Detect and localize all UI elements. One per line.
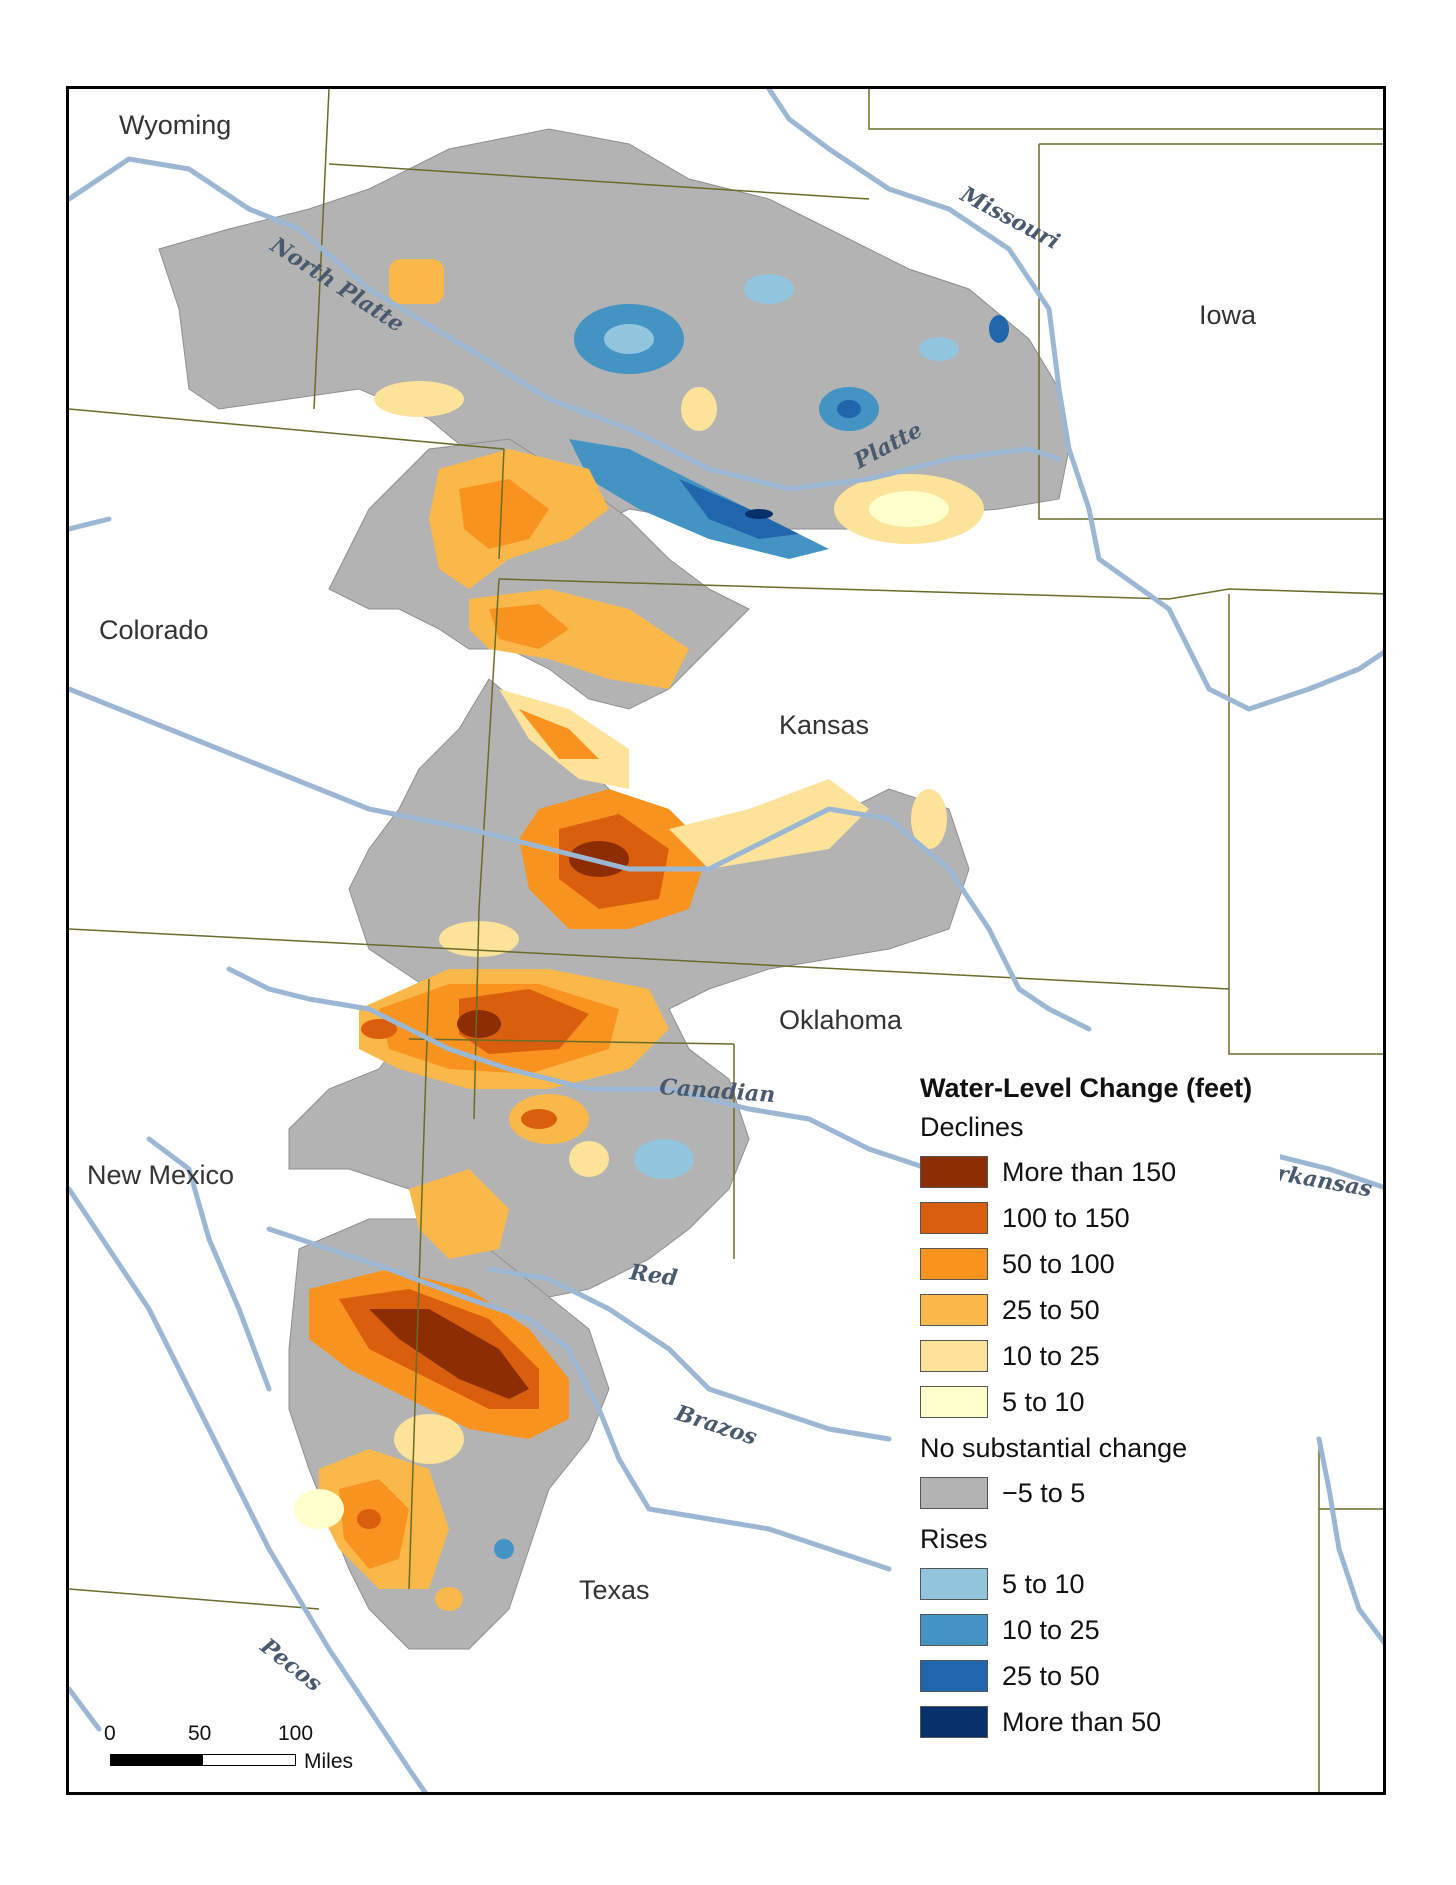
legend-swatch [920, 1202, 988, 1234]
legend-swatch [920, 1386, 988, 1418]
legend-row-rises-3: More than 50 [920, 1699, 1280, 1745]
legend-swatch [920, 1248, 988, 1280]
river-label-brazos: Brazos [671, 1400, 760, 1451]
scale-tick-label: 100 [278, 1722, 314, 1745]
decline-areas [294, 259, 984, 1611]
legend-label: 10 to 25 [1002, 1614, 1100, 1645]
state-label-iowa: Iowa [1199, 300, 1257, 330]
scale-bar: 0 50 100 Miles [100, 1722, 360, 1782]
legend-label: 10 to 25 [1002, 1340, 1100, 1371]
legend-row-declines-0: More than 150 [920, 1149, 1280, 1195]
state-label-wyoming: Wyoming [119, 110, 231, 140]
legend-swatch [920, 1340, 988, 1372]
scale-bar-segment-black [110, 1754, 204, 1766]
legend-row-declines-5: 5 to 10 [920, 1379, 1280, 1425]
legend-row-no-change: −5 to 5 [920, 1470, 1280, 1516]
state-label-kansas: Kansas [779, 710, 869, 740]
state-label-new-mexico: New Mexico [87, 1160, 234, 1190]
legend-title: Water-Level Change (feet) [920, 1073, 1253, 1103]
legend-swatch [920, 1294, 988, 1326]
state-borders [69, 89, 1383, 1792]
scale-tick-label: 0 [104, 1722, 116, 1745]
legend-swatch [920, 1568, 988, 1600]
scale-tick-label: 50 [188, 1722, 212, 1745]
legend-label: 25 to 50 [1002, 1660, 1100, 1691]
legend-row-rises-1: 10 to 25 [920, 1607, 1280, 1653]
legend-row-declines-1: 100 to 150 [920, 1195, 1280, 1241]
legend-label: 50 to 100 [1002, 1248, 1115, 1279]
scale-unit: Miles [304, 1750, 354, 1773]
legend-rises-list: 5 to 10 10 to 25 25 to 50 More than 50 [920, 1561, 1280, 1745]
legend-label: 100 to 150 [1002, 1202, 1130, 1233]
legend-swatch [920, 1477, 988, 1509]
legend-no-change-heading: No substantial change [920, 1433, 1188, 1463]
river-label-pecos: Pecos [255, 1633, 327, 1697]
state-label-texas: Texas [579, 1575, 650, 1605]
state-label-oklahoma: Oklahoma [779, 1005, 903, 1035]
legend-declines-list: More than 150 100 to 150 50 to 100 25 to 50… [920, 1149, 1280, 1425]
river-label-red: Red [627, 1259, 679, 1292]
state-labels: Wyoming Iowa Colorado Kansas Oklahoma Ne… [87, 110, 1257, 1605]
legend-label: −5 to 5 [1002, 1477, 1086, 1508]
legend-row-declines-4: 10 to 25 [920, 1333, 1280, 1379]
legend-rises-heading: Rises [920, 1524, 988, 1554]
legend-row-declines-3: 25 to 50 [920, 1287, 1280, 1333]
state-label-colorado: Colorado [99, 615, 209, 645]
map-frame: Wyoming Iowa Colorado Kansas Oklahoma Ne… [66, 86, 1386, 1795]
legend-row-rises-2: 25 to 50 [920, 1653, 1280, 1699]
river-label-missouri: Missouri [955, 181, 1064, 255]
scale-bar-segment-white [202, 1754, 296, 1766]
legend-swatch [920, 1660, 988, 1692]
map-canvas: Wyoming Iowa Colorado Kansas Oklahoma Ne… [69, 89, 1383, 1792]
legend-label: More than 50 [1002, 1706, 1162, 1737]
legend-swatch [920, 1706, 988, 1738]
legend-label: 5 to 10 [1002, 1386, 1085, 1417]
legend-declines-heading: Declines [920, 1112, 1024, 1142]
legend-label: More than 150 [1002, 1156, 1177, 1187]
legend-swatch [920, 1156, 988, 1188]
rivers [69, 89, 1383, 1792]
legend-row-declines-2: 50 to 100 [920, 1241, 1280, 1287]
legend-row-rises-0: 5 to 10 [920, 1561, 1280, 1607]
legend-label: 25 to 50 [1002, 1294, 1100, 1325]
rise-areas [494, 274, 1009, 1559]
legend: Water-Level Change (feet) Declines More … [920, 1073, 1280, 1745]
legend-label: 5 to 10 [1002, 1568, 1085, 1599]
legend-swatch [920, 1614, 988, 1646]
